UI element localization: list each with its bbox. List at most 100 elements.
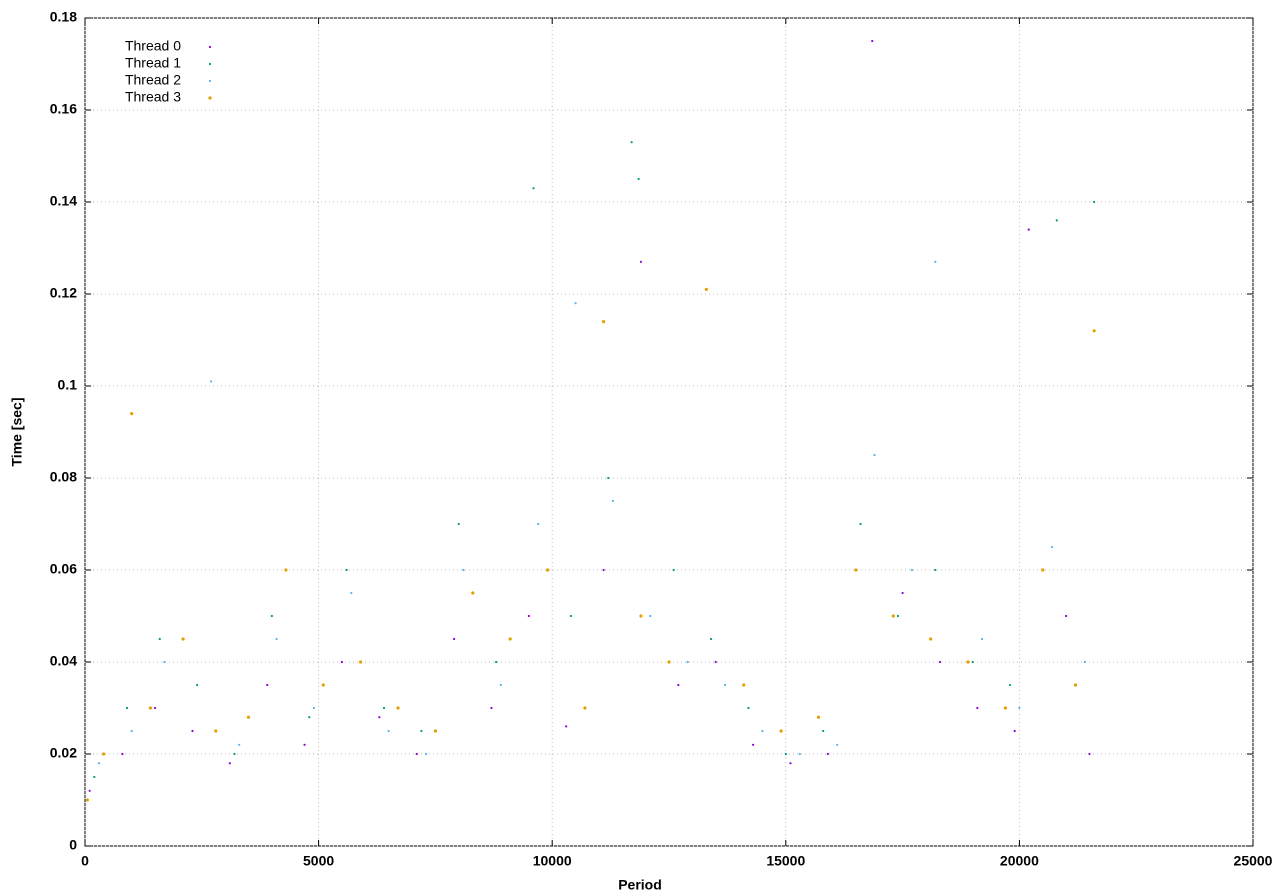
data-point	[1003, 706, 1007, 710]
plot-frame	[84, 17, 1254, 847]
data-point	[345, 568, 348, 572]
x-tick-label: 25000	[1234, 853, 1273, 869]
data-point	[630, 141, 633, 144]
data-point	[574, 302, 577, 305]
data-point	[1008, 683, 1012, 687]
data-point	[677, 683, 680, 687]
data-point	[583, 706, 587, 710]
data-point	[1088, 752, 1091, 756]
x-tick-label: 0	[81, 853, 89, 869]
data-point	[859, 522, 862, 526]
data-point	[1041, 568, 1045, 572]
data-point	[1073, 683, 1078, 687]
y-tick-label: 0.02	[50, 745, 77, 761]
data-point	[471, 591, 475, 595]
data-point	[822, 729, 825, 733]
legend-label: Thread 2	[125, 72, 181, 88]
data-point	[1055, 219, 1058, 222]
data-point	[340, 660, 344, 664]
data-point	[457, 522, 460, 526]
data-point	[836, 743, 839, 746]
data-point	[714, 660, 717, 664]
data-point	[686, 660, 689, 664]
data-point	[871, 39, 874, 43]
data-point	[910, 568, 914, 572]
legend-marker	[208, 45, 212, 49]
data-point	[761, 729, 764, 733]
data-point	[742, 683, 746, 687]
data-point	[270, 614, 273, 618]
data-point	[228, 762, 231, 765]
data-point	[709, 637, 713, 641]
data-point	[308, 716, 311, 719]
x-tick-label: 20000	[1000, 853, 1039, 869]
legend-label: Thread 0	[125, 38, 181, 54]
data-point	[637, 177, 640, 181]
data-point	[382, 706, 386, 710]
y-axis-label: Time [sec]	[9, 398, 25, 467]
data-point	[1083, 660, 1086, 664]
data-point	[499, 683, 502, 687]
data-point	[747, 706, 750, 710]
data-point	[424, 752, 428, 756]
data-point	[873, 453, 876, 457]
data-point	[532, 187, 535, 190]
data-point	[266, 683, 269, 687]
data-point	[508, 637, 512, 641]
data-point	[275, 637, 278, 641]
data-point	[723, 683, 727, 687]
data-point	[896, 614, 900, 618]
legend-label: Thread 3	[125, 89, 181, 105]
data-point	[938, 660, 942, 664]
data-point	[214, 729, 218, 733]
data-point	[971, 660, 974, 664]
data-point	[565, 725, 568, 728]
y-tick-label: 0.16	[50, 101, 77, 117]
data-point	[233, 752, 236, 756]
legend-label: Thread 1	[125, 55, 181, 71]
data-point	[929, 637, 933, 641]
data-point	[125, 706, 129, 710]
data-point	[602, 568, 605, 572]
legend-marker	[208, 79, 212, 83]
data-point	[1051, 545, 1054, 549]
data-point	[148, 706, 153, 710]
data-point	[934, 260, 937, 263]
y-tick-label: 0.1	[58, 377, 78, 393]
data-point	[312, 706, 316, 710]
data-point	[798, 752, 801, 756]
y-tick-label: 0.06	[50, 561, 77, 577]
data-point	[1013, 729, 1016, 733]
data-point	[569, 614, 572, 618]
data-point	[537, 522, 540, 526]
x-axis-label: Period	[618, 877, 662, 893]
data-point	[751, 743, 755, 746]
data-point	[387, 729, 390, 733]
y-tick-label: 0.08	[50, 469, 77, 485]
y-tick-label: 0.04	[50, 653, 77, 669]
data-point	[284, 568, 288, 572]
data-point	[1018, 706, 1021, 710]
data-point	[210, 380, 213, 383]
legend-marker	[208, 62, 212, 66]
data-point	[784, 752, 787, 756]
data-point	[196, 683, 199, 687]
y-tick-label: 0	[69, 837, 77, 853]
data-point	[88, 789, 91, 792]
data-point	[130, 729, 133, 733]
data-point	[396, 706, 400, 710]
data-point	[490, 706, 493, 710]
data-point	[704, 287, 708, 291]
data-point	[826, 752, 829, 756]
data-point	[415, 752, 418, 756]
data-point	[672, 568, 675, 572]
x-tick-label: 15000	[766, 853, 805, 869]
data-point	[121, 752, 124, 756]
data-point	[1027, 228, 1030, 231]
data-point	[433, 729, 437, 733]
data-point	[462, 568, 465, 572]
data-point	[789, 762, 792, 765]
data-point	[639, 614, 643, 618]
data-point	[191, 729, 194, 733]
